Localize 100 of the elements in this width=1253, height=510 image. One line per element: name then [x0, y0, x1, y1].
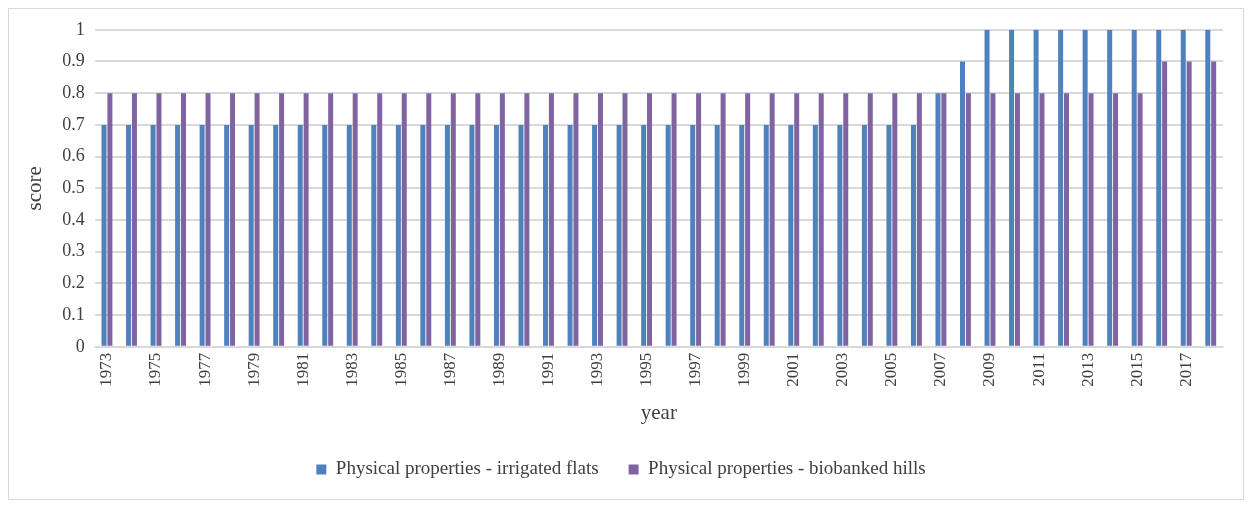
- bar: [886, 124, 892, 346]
- x-tick-label: 2011: [1028, 352, 1048, 387]
- bar: [990, 93, 996, 346]
- y-tick-label: 0.8: [62, 81, 85, 102]
- bar: [916, 93, 922, 346]
- bar: [543, 124, 549, 346]
- bar: [1113, 93, 1119, 346]
- bar: [524, 93, 530, 346]
- bar: [352, 93, 358, 346]
- bar: [377, 93, 383, 346]
- bar: [273, 124, 279, 346]
- bar: [745, 93, 751, 346]
- bar: [499, 93, 505, 346]
- bar: [518, 124, 524, 346]
- bar: [1180, 29, 1186, 346]
- bar: [1131, 29, 1137, 346]
- bar: [592, 124, 598, 346]
- bar: [788, 124, 794, 346]
- bar: [573, 93, 579, 346]
- x-tick-label: 1993: [587, 352, 606, 387]
- bar: [1205, 29, 1211, 346]
- bar: [150, 124, 156, 346]
- bar: [1137, 93, 1143, 346]
- y-tick-label: 0.6: [62, 145, 85, 166]
- bar: [303, 93, 309, 346]
- bar: [322, 124, 328, 346]
- bar: [616, 124, 622, 346]
- x-tick-label: 2017: [1175, 352, 1195, 387]
- y-tick-label: 0.3: [62, 240, 85, 261]
- bar: [665, 124, 671, 346]
- bar: [763, 124, 769, 346]
- bar: [960, 61, 966, 346]
- bar: [297, 124, 303, 346]
- bar: [450, 93, 456, 346]
- bar: [395, 124, 401, 346]
- bar: [984, 29, 990, 346]
- bar: [867, 93, 873, 346]
- bar: [224, 124, 230, 346]
- y-tick-label: 0.4: [62, 208, 85, 229]
- y-axis-title: score: [22, 166, 47, 211]
- bar: [671, 93, 677, 346]
- bar: [279, 93, 285, 346]
- y-tick-label: 0.7: [62, 113, 85, 134]
- bar: [1014, 93, 1020, 346]
- bar: [1107, 29, 1113, 346]
- x-tick-label: 1983: [341, 352, 361, 387]
- bar: [1064, 93, 1070, 346]
- bar: [1033, 29, 1039, 346]
- bar: [230, 93, 236, 346]
- bar: [493, 124, 499, 346]
- bar: [126, 124, 132, 346]
- bar: [714, 124, 720, 346]
- x-tick-label: 2007: [930, 352, 950, 387]
- x-tick-label: 2015: [1126, 352, 1146, 387]
- x-tick-label: 1985: [390, 352, 410, 387]
- y-tick-label: 0.1: [62, 303, 85, 324]
- x-tick-label: 1981: [292, 352, 312, 387]
- x-tick-label: 1997: [685, 352, 705, 387]
- x-tick-label: 1973: [96, 352, 116, 387]
- bar: [475, 93, 481, 346]
- x-tick-label: 2009: [979, 352, 999, 387]
- bar: [739, 124, 745, 346]
- y-tick-label: 0: [75, 335, 85, 356]
- x-tick-label: 1977: [194, 352, 214, 387]
- bar: [205, 93, 211, 346]
- bar: [861, 124, 867, 346]
- bar: [401, 93, 407, 346]
- bar: [696, 93, 702, 346]
- bar: [843, 93, 849, 346]
- bar: [420, 124, 426, 346]
- bar: [1211, 61, 1217, 346]
- x-tick-label: 1975: [145, 352, 165, 387]
- x-tick-label: 1989: [488, 352, 508, 387]
- bar: [941, 93, 947, 346]
- bar: [794, 93, 800, 346]
- legend-label: Physical properties - biobanked hills: [648, 457, 926, 479]
- bar: [1009, 29, 1015, 346]
- x-tick-label: 1995: [636, 352, 656, 387]
- legend-label: Physical properties - irrigated flats: [335, 457, 599, 479]
- bar: [892, 93, 898, 346]
- y-tick-label: 0.9: [62, 50, 85, 71]
- bar: [548, 93, 554, 346]
- y-tick-label: 0.2: [62, 272, 85, 293]
- bar: [444, 124, 450, 346]
- bar: [1088, 93, 1094, 346]
- x-tick-label: 1979: [243, 352, 263, 387]
- bar: [199, 124, 205, 346]
- bar: [254, 93, 260, 346]
- x-tick-label: 1991: [537, 352, 557, 387]
- x-tick-label: 2013: [1077, 352, 1097, 387]
- bar: [156, 93, 162, 346]
- bar: [180, 93, 186, 346]
- bar: [371, 124, 377, 346]
- bar: [1156, 29, 1162, 346]
- y-tick-label: 1: [75, 18, 85, 39]
- bar: [910, 124, 916, 346]
- bar: [426, 93, 432, 346]
- bar: [647, 93, 653, 346]
- bar: [1082, 29, 1088, 346]
- bar: [720, 93, 726, 346]
